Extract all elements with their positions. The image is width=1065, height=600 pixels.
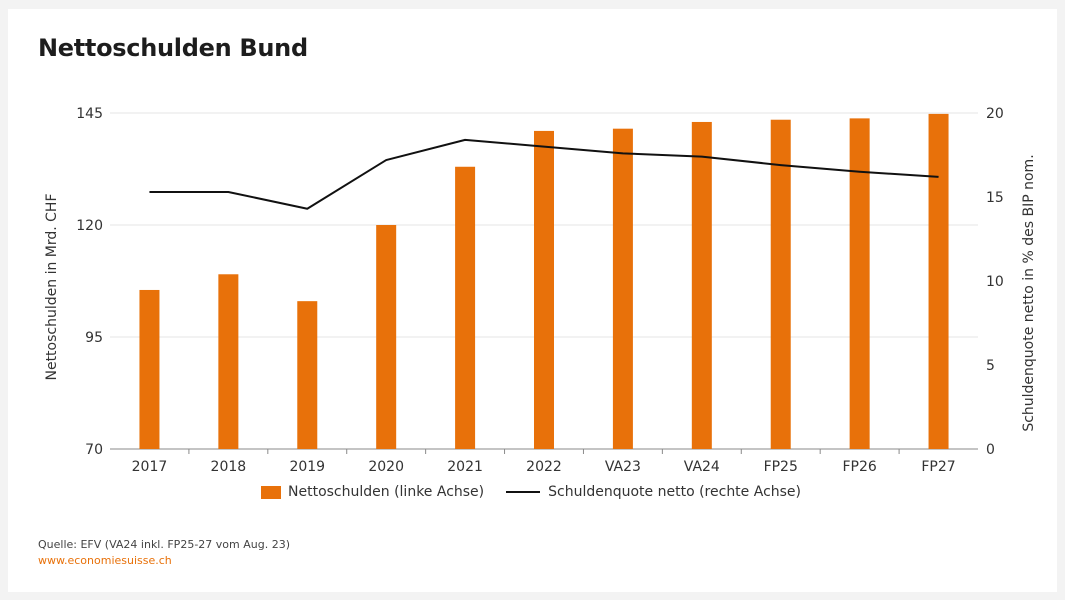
bar xyxy=(297,301,318,449)
legend-line-swatch xyxy=(506,491,541,493)
x-tick-label: 2020 xyxy=(368,459,404,475)
y-tick-label: 95 xyxy=(85,330,103,346)
x-tick-label: FP26 xyxy=(842,459,876,475)
bar xyxy=(691,121,712,450)
bar xyxy=(455,166,476,449)
bar xyxy=(534,130,554,450)
legend-bar-swatch xyxy=(261,485,281,499)
bar xyxy=(139,289,160,449)
bar xyxy=(376,225,397,449)
source-text: Quelle: EFV (VA24 inkl. FP25-27 vom Aug.… xyxy=(38,538,290,551)
y-tick-label: 120 xyxy=(76,218,103,234)
bar xyxy=(849,118,870,449)
legend-line-label: Schuldenquote netto (rechte Achse) xyxy=(548,484,802,500)
legend-item-bar: Nettoschulden (linke Achse) xyxy=(261,484,484,500)
x-tick-label: FP27 xyxy=(921,459,955,475)
x-tick-label: 2021 xyxy=(447,459,483,475)
y2-tick-label: 5 xyxy=(986,358,995,374)
bar xyxy=(612,128,633,449)
y2-tick-label: 15 xyxy=(986,190,1004,206)
bar xyxy=(770,119,791,449)
y-tick-label: 145 xyxy=(76,106,103,122)
y-tick-label: 70 xyxy=(85,442,103,458)
x-tick-label: 2017 xyxy=(132,459,168,475)
legend-item-line: Schuldenquote netto (rechte Achse) xyxy=(506,484,801,500)
chart-title: Nettoschulden Bund xyxy=(38,34,308,62)
x-tick-label: 2018 xyxy=(211,459,247,475)
y-axis-label: Nettoschulden in Mrd. CHF xyxy=(44,193,60,380)
source-url: www.economiesuisse.ch xyxy=(38,554,172,567)
y2-tick-label: 10 xyxy=(986,274,1004,290)
source-note: Quelle: EFV (VA24 inkl. FP25-27 vom Aug.… xyxy=(38,537,290,569)
y2-axis-label: Schuldenquote netto in % des BIP nom. xyxy=(1021,154,1037,431)
chart-legend: Nettoschulden (linke Achse) Schuldenquot… xyxy=(261,484,823,500)
x-tick-label: FP25 xyxy=(764,459,798,475)
x-tick-label: VA23 xyxy=(605,459,641,475)
x-tick-label: 2019 xyxy=(289,459,325,475)
legend-bar-label: Nettoschulden (linke Achse) xyxy=(288,484,485,500)
y2-tick-label: 0 xyxy=(986,442,995,458)
bar xyxy=(928,113,949,449)
chart-card xyxy=(8,9,1057,592)
x-tick-label: VA24 xyxy=(684,459,720,475)
y2-tick-label: 20 xyxy=(986,106,1004,122)
bar xyxy=(218,274,239,449)
x-tick-label: 2022 xyxy=(526,459,562,475)
